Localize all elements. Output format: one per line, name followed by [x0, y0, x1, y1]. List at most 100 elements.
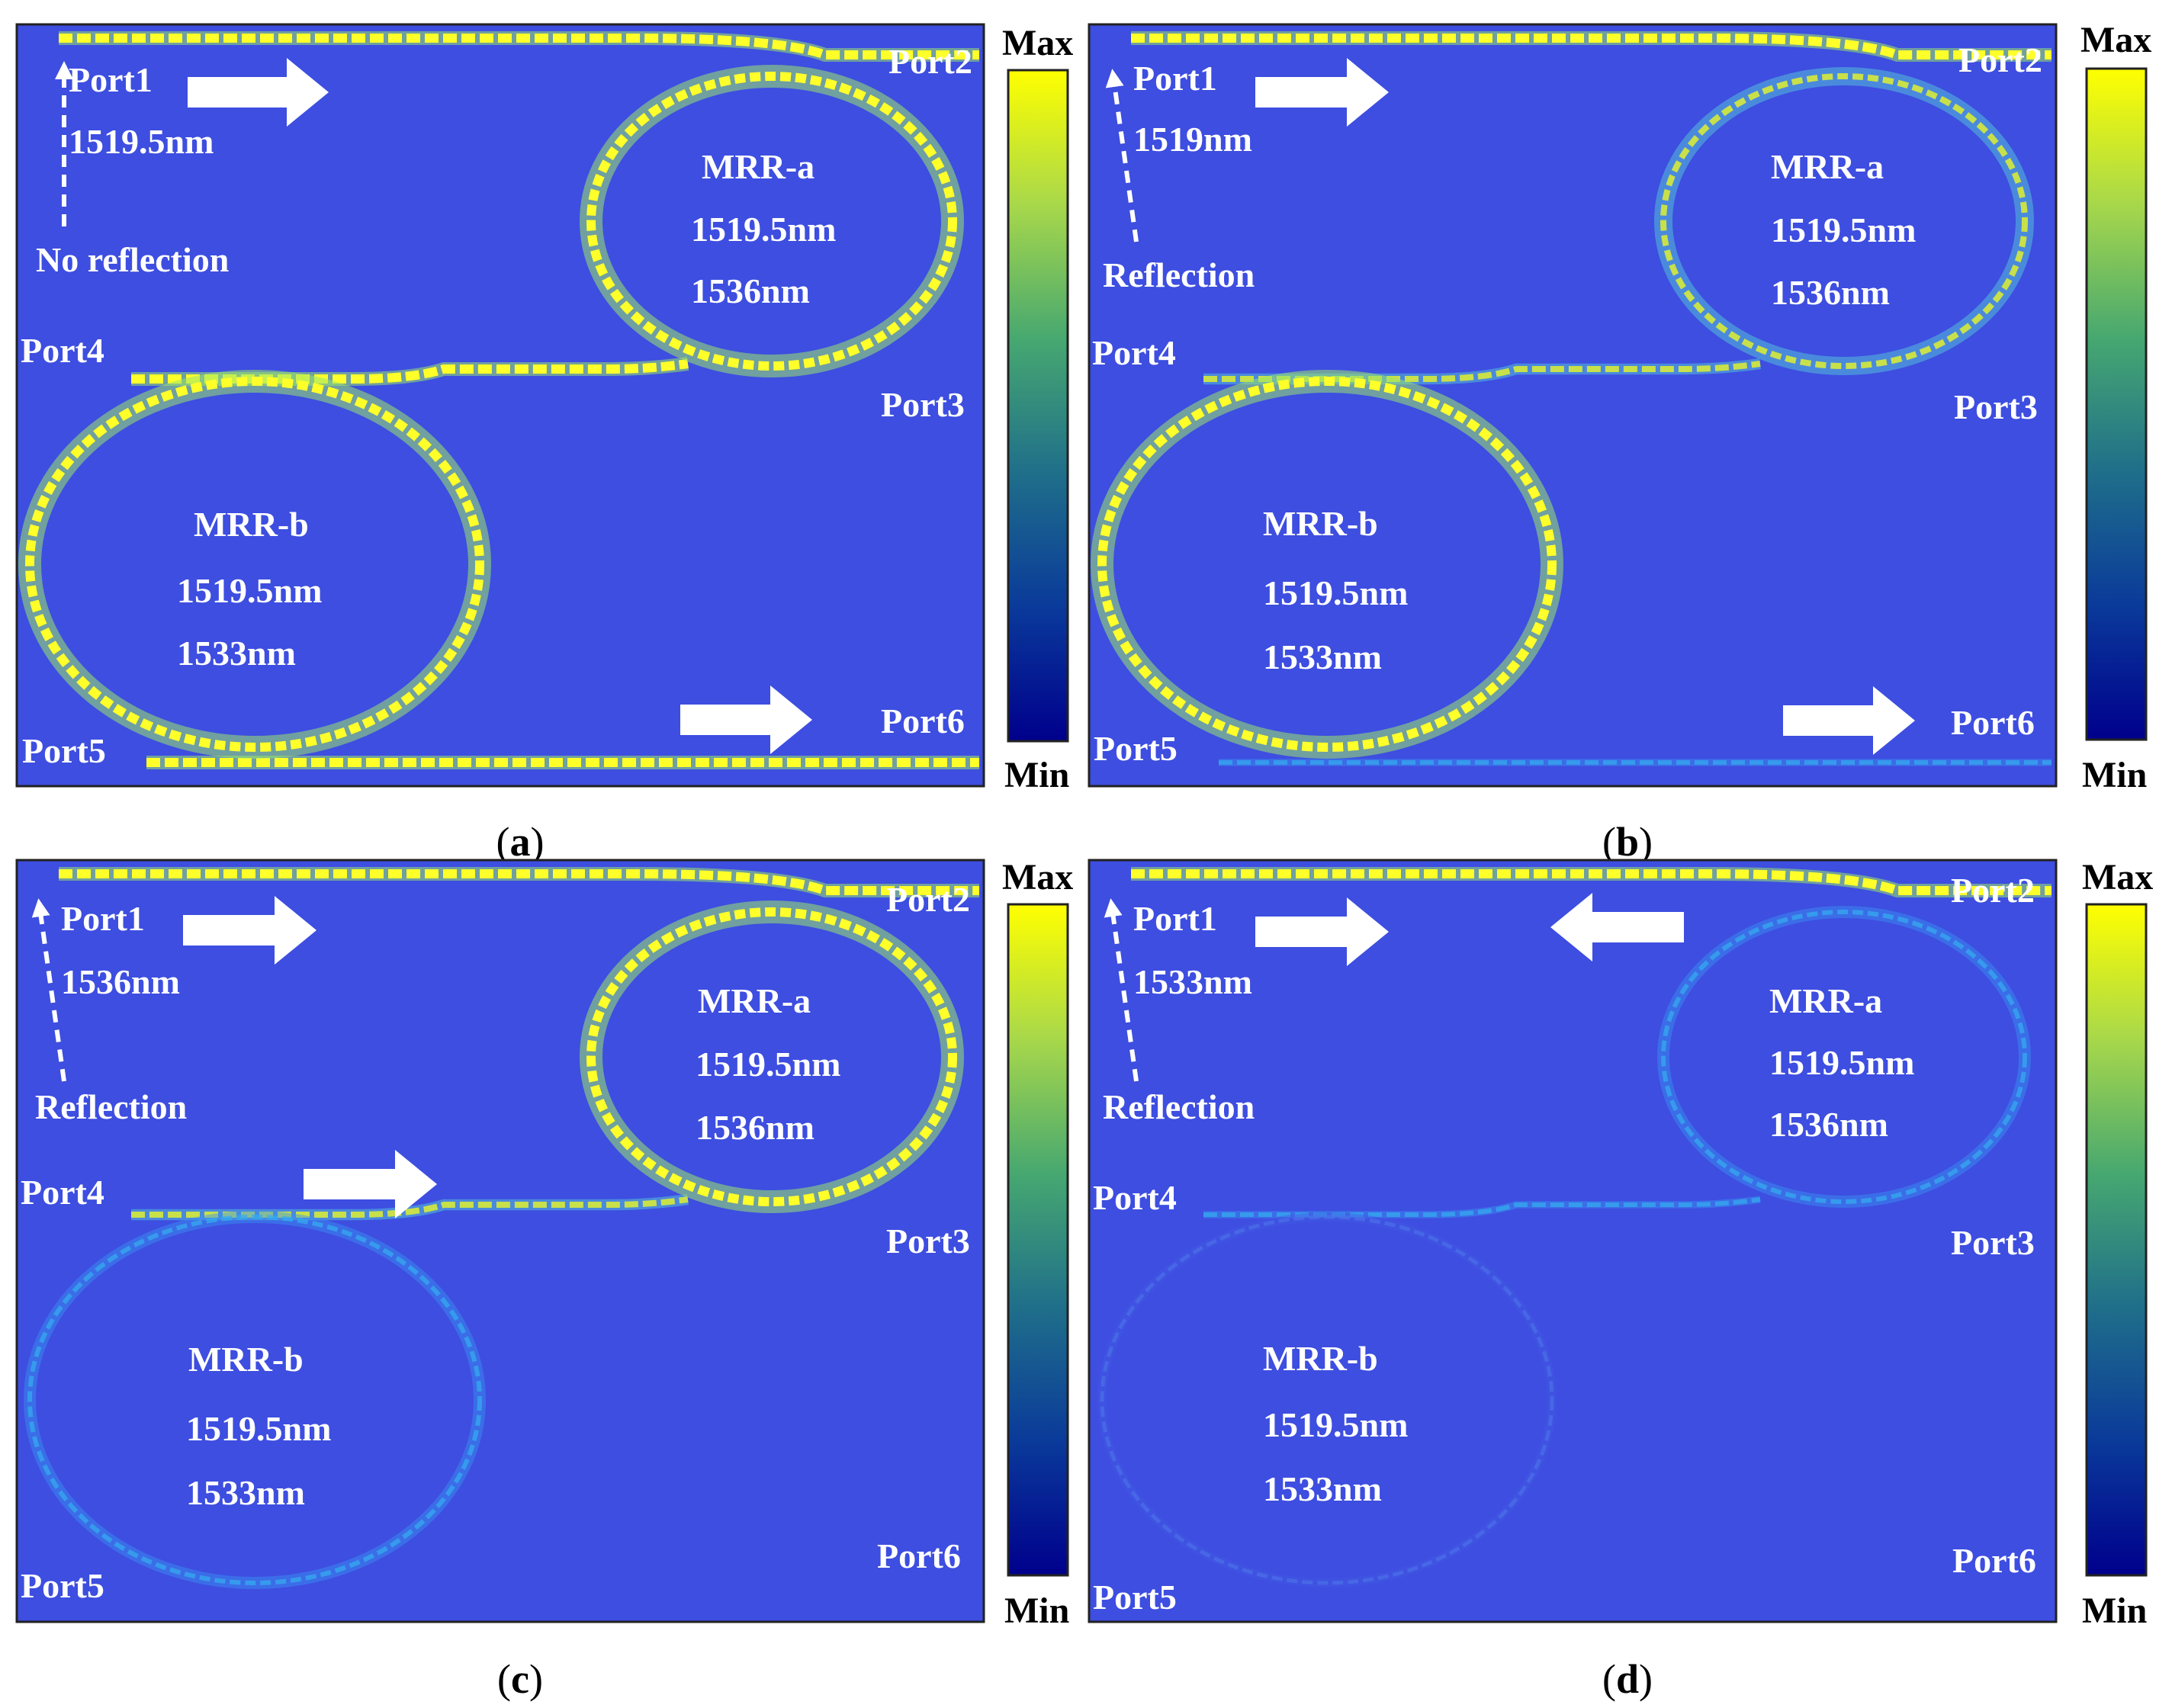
colorbar-max: Max — [1002, 23, 1073, 63]
colorbar-a: Max Min — [1002, 23, 1073, 795]
reflection-note: Reflection — [35, 1087, 187, 1126]
bus-waveguide-middle — [1203, 358, 1761, 385]
port3-label: Port3 — [1951, 1223, 2035, 1262]
port6-label: Port6 — [881, 702, 965, 740]
mrr-b-name: MRR-b — [1263, 1339, 1378, 1378]
port1-label: Port1 — [1133, 59, 1217, 98]
ring-mrr-a — [1657, 906, 2031, 1208]
port2-label: Port2 — [1951, 871, 2035, 910]
caption-a: (a) — [496, 819, 545, 865]
reflection-note: No reflection — [36, 240, 229, 279]
port3-label: Port3 — [1954, 387, 2038, 426]
waveguides-c — [24, 867, 979, 1589]
mrr-b-name: MRR-b — [1263, 504, 1378, 543]
caption-c: (c) — [497, 1656, 543, 1702]
port1-label: Port1 — [1133, 899, 1217, 938]
port4-label: Port4 — [1092, 333, 1176, 372]
mrr-b-name: MRR-b — [194, 505, 309, 544]
port4-label: Port4 — [1093, 1178, 1177, 1217]
reflection-note: Reflection — [1103, 1087, 1255, 1126]
reflection-note: Reflection — [1103, 255, 1255, 294]
mrr-b-wl2: 1533nm — [1263, 637, 1382, 676]
port1-wavelength: 1519.5nm — [69, 122, 214, 161]
panel-d: Port1 1533nm Reflection Port2 Port3 Port… — [1088, 857, 2153, 1702]
colorbar-max: Max — [2082, 857, 2153, 897]
mrr-a-name: MRR-a — [1769, 981, 1882, 1020]
ring-mrr-a-core — [1661, 910, 2027, 1204]
port2-label: Port2 — [886, 880, 970, 919]
field-map-d — [1088, 859, 2058, 1623]
port1-wavelength: 1533nm — [1133, 962, 1252, 1001]
ring-mrr-b — [18, 370, 491, 759]
bus-waveguide-top — [1131, 31, 2052, 62]
ring-mrr-a-core — [1660, 73, 2028, 369]
mrr-a-wl1: 1519.5nm — [1771, 210, 1916, 249]
bus-waveguide-middle-core — [131, 1196, 689, 1218]
colorbar-max: Max — [1002, 857, 1073, 897]
port4-label: Port4 — [21, 1173, 104, 1212]
colorbar-min: Min — [1004, 1591, 1069, 1631]
colorbar-d: Max Min — [2082, 857, 2153, 1631]
panel-a: Port1 1519.5nm No reflection Port2 Port3… — [15, 23, 1073, 865]
waveguides-a — [18, 31, 979, 769]
bus-waveguide-middle — [131, 1193, 689, 1221]
mrr-a-wl2: 1536nm — [691, 271, 810, 310]
bus-waveguide-middle-core — [1203, 361, 1761, 382]
mrr-a-wl2: 1536nm — [696, 1108, 814, 1147]
mrr-b-wl1: 1519.5nm — [186, 1409, 331, 1448]
ring-mrr-a — [580, 65, 964, 377]
bus-waveguide-top-core — [1131, 34, 2052, 59]
colorbar-b: Max Min — [2080, 20, 2151, 795]
bus-waveguide-top — [59, 31, 979, 62]
mrr-b-name: MRR-b — [188, 1340, 304, 1379]
colorbar-max: Max — [2080, 20, 2151, 60]
port5-label: Port5 — [1094, 729, 1178, 768]
mrr-a-name: MRR-a — [1771, 147, 1884, 186]
bus-waveguide-top — [1131, 867, 2052, 897]
arrows-a — [55, 58, 812, 754]
bus-waveguide-top — [59, 867, 979, 897]
ring-mrr-b-core — [1097, 377, 1557, 752]
port1-wavelength: 1519nm — [1133, 120, 1252, 159]
mrr-a-wl2: 1536nm — [1769, 1105, 1888, 1144]
bus-waveguide-middle-core — [1203, 1197, 1761, 1217]
waveguides-d — [1097, 867, 2052, 1588]
colorbar-min: Min — [2082, 1591, 2147, 1631]
mrr-a-name: MRR-a — [702, 147, 814, 186]
ring-mrr-a-core — [586, 907, 957, 1206]
port6-label: Port6 — [1951, 703, 2035, 742]
ring-mrr-b — [1091, 370, 1563, 759]
port3-label: Port3 — [886, 1222, 970, 1260]
arrows-d — [1104, 893, 1684, 1082]
field-map-b — [1088, 23, 2058, 788]
bus-waveguide-middle — [131, 357, 689, 386]
colorbar-min: Min — [1004, 755, 1069, 795]
ring-mrr-b-core — [25, 377, 484, 752]
mrr-b-wl2: 1533nm — [177, 634, 296, 673]
bus-waveguide-top-core — [1131, 869, 2052, 895]
mrr-a-wl1: 1519.5nm — [1769, 1043, 1914, 1082]
mrr-a-name: MRR-a — [698, 981, 811, 1020]
mrr-a-wl2: 1536nm — [1771, 273, 1890, 312]
ring-mrr-a — [1654, 67, 2034, 375]
port2-label: Port2 — [1958, 40, 2042, 79]
arrows-b — [1105, 58, 1915, 755]
port4-label: Port4 — [21, 331, 104, 370]
mrr-b-wl1: 1519.5nm — [177, 571, 322, 610]
port1-wavelength: 1536nm — [61, 962, 180, 1001]
caption-d: (d) — [1602, 1656, 1653, 1702]
mrr-a-wl1: 1519.5nm — [696, 1045, 840, 1084]
panel-b: Port1 1519nm Reflection Port2 Port3 Port… — [1088, 20, 2151, 865]
ring-mrr-b-core — [1100, 1215, 1554, 1585]
port5-label: Port5 — [22, 731, 106, 770]
port2-label: Port2 — [888, 42, 972, 81]
bus-waveguide-middle — [1203, 1196, 1761, 1218]
mrr-b-wl1: 1519.5nm — [1263, 573, 1408, 612]
bus-waveguide-top-core — [59, 34, 979, 59]
field-map-c — [15, 859, 985, 1623]
port3-label: Port3 — [881, 385, 965, 424]
port5-label: Port5 — [1093, 1578, 1177, 1616]
port6-label: Port6 — [877, 1536, 961, 1575]
port1-label: Port1 — [61, 899, 145, 938]
